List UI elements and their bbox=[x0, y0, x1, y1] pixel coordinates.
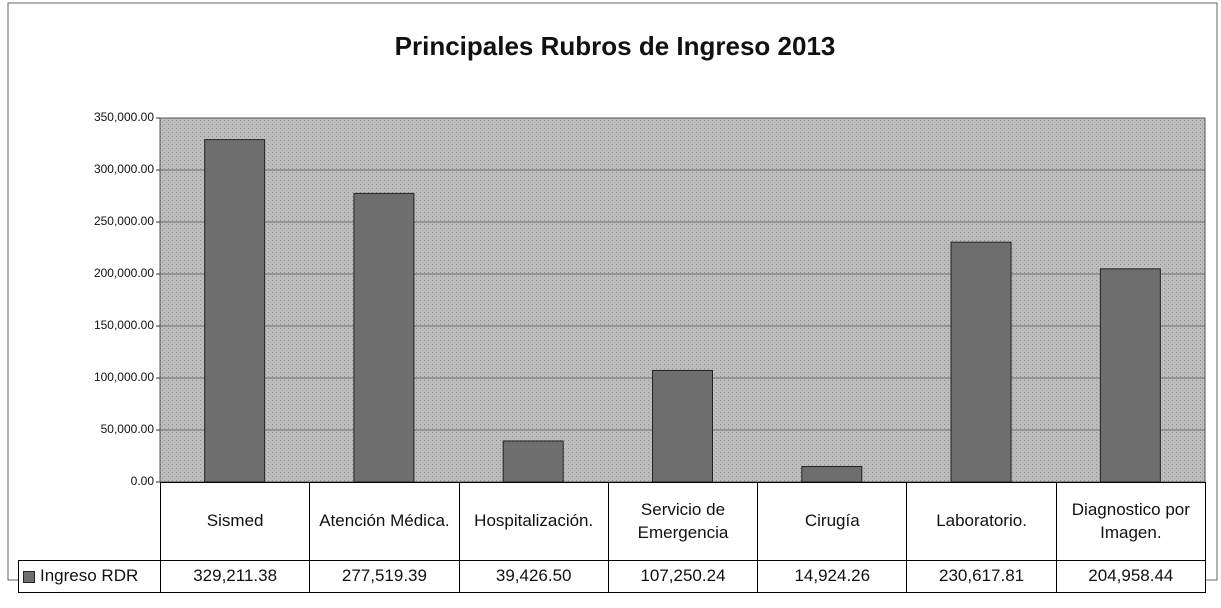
value-cell: 329,211.38 bbox=[160, 560, 311, 593]
y-tick-label: 100,000.00 bbox=[94, 370, 154, 384]
legend-cell: Ingreso RDR bbox=[18, 560, 161, 593]
value-cell: 204,958.44 bbox=[1055, 560, 1206, 593]
y-tick-label: 0.00 bbox=[131, 474, 155, 488]
bar bbox=[502, 440, 564, 483]
y-tick-label: 50,000.00 bbox=[101, 422, 155, 436]
chart-title: Principales Rubros de Ingreso 2013 bbox=[395, 31, 836, 61]
category-cell: Hospitalización. bbox=[458, 482, 609, 561]
category-cell: Cirugía bbox=[757, 482, 908, 561]
category-cell: Sismed bbox=[160, 482, 311, 561]
value-cell: 107,250.24 bbox=[607, 560, 759, 593]
bar bbox=[1099, 268, 1161, 483]
bar bbox=[652, 369, 713, 483]
bar bbox=[801, 465, 863, 483]
legend-swatch bbox=[23, 570, 35, 583]
category-cell: Servicio de Emergencia bbox=[607, 482, 759, 561]
y-tick-label: 250,000.00 bbox=[94, 214, 154, 228]
bar bbox=[950, 241, 1012, 483]
y-tick-label: 350,000.00 bbox=[94, 110, 154, 124]
category-cell: Laboratorio. bbox=[906, 482, 1057, 561]
value-cell: 39,426.50 bbox=[458, 560, 609, 593]
bar bbox=[204, 139, 266, 483]
value-cell: 14,924.26 bbox=[757, 560, 908, 593]
y-tick-label: 150,000.00 bbox=[94, 318, 154, 332]
value-cell: 277,519.39 bbox=[309, 560, 460, 593]
category-cell: Diagnostico por Imagen. bbox=[1055, 482, 1206, 561]
value-cell: 230,617.81 bbox=[906, 560, 1057, 593]
legend-label: Ingreso RDR bbox=[40, 566, 139, 586]
bar bbox=[353, 192, 415, 483]
y-tick-label: 300,000.00 bbox=[94, 162, 154, 176]
y-tick-label: 200,000.00 bbox=[94, 266, 154, 280]
category-cell: Atención Médica. bbox=[309, 482, 460, 561]
